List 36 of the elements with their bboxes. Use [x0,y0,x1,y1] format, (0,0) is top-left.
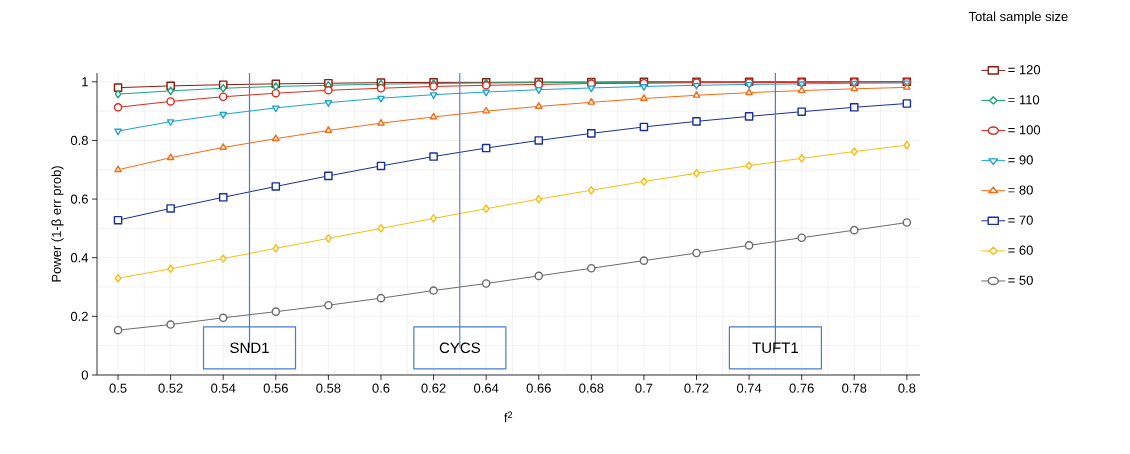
legend-label: = 90 [1008,155,1033,165]
legend-label: = 80 [1008,185,1033,195]
y-tick-label: 1 [82,77,88,87]
ref-line-label: CYCS [439,342,481,354]
legend-label: = 60 [1008,245,1033,255]
x-tick-label: 0.5 [109,383,127,393]
x-tick-label: 0.78 [842,383,867,393]
legend-label: = 100 [1008,125,1041,135]
y-tick-label: 0.8 [70,135,88,146]
y-tick-label: 0.2 [70,311,88,321]
x-tick-label: 0.62 [421,383,446,393]
ref-line-label: SND1 [230,342,269,354]
ref-line-label: TUFT1 [752,342,798,354]
y-tick-label: 0.6 [70,194,88,204]
x-tick-label: 0.7 [635,383,653,393]
x-tick-label: 0.74 [736,383,762,393]
x-tick-label: 0.56 [263,383,288,393]
x-tick-label: 0.8 [898,383,916,393]
x-tick-label: 0.66 [526,383,551,393]
legend-label: = 50 [1008,275,1033,285]
x-tick-label: 0.64 [474,383,499,393]
y-tick-label: 0.4 [70,253,89,263]
legend-label: = 120 [1008,65,1041,75]
legend-label: = 110 [1008,95,1040,105]
x-tick-label: 0.54 [211,383,236,393]
x-tick-label: 0.52 [158,383,183,393]
y-tick-label: 0 [81,370,88,380]
x-axis-title: f$^{2}$ [504,411,513,423]
x-tick-label: 0.58 [316,383,341,393]
legend-label: = 70 [1008,215,1033,225]
x-tick-label: 0.6 [372,383,390,393]
y-axis-title: Power (1-β err prob) [51,166,64,282]
x-tick-label: 0.76 [789,383,814,393]
x-tick-label: 0.72 [684,383,709,393]
legend-title: Total sample size [968,11,1068,24]
x-tick-label: 0.68 [579,383,604,393]
